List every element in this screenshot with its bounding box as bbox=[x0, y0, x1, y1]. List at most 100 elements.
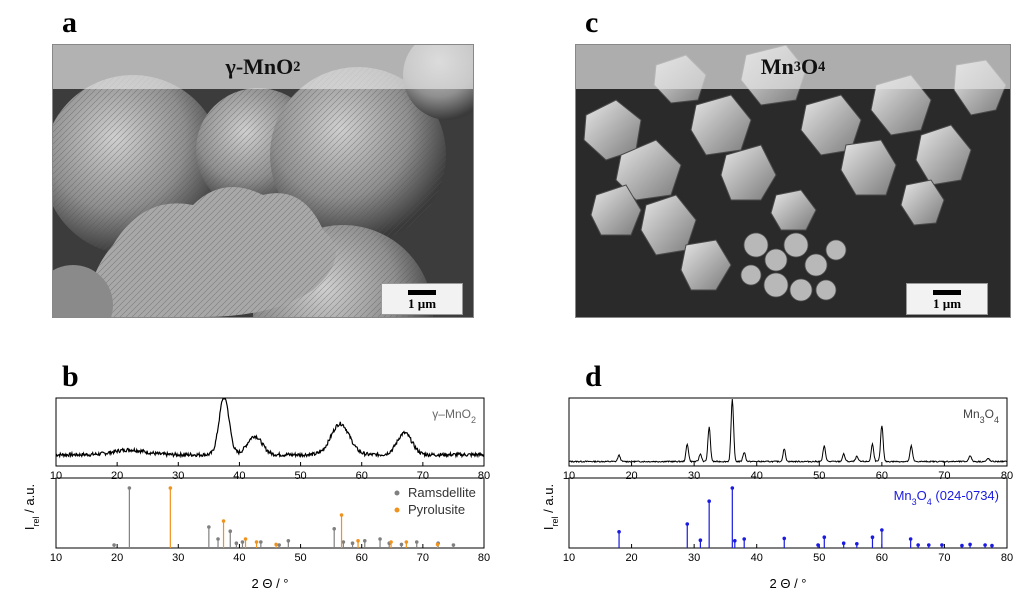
sem-title-subscript: 3 bbox=[793, 58, 801, 75]
reference-stick-marker bbox=[221, 519, 226, 523]
reference-stick-marker bbox=[378, 537, 382, 541]
reference-stick-marker bbox=[389, 540, 393, 544]
reference-stick-marker bbox=[356, 539, 360, 543]
reference-stick-marker bbox=[243, 537, 248, 541]
scale-bar-label: 1 µm bbox=[932, 296, 962, 311]
x-tick-label: 70 bbox=[938, 470, 950, 482]
reference-stick-marker bbox=[983, 543, 987, 547]
reference-label-text: Mn bbox=[894, 488, 912, 503]
x-tick-label: 80 bbox=[1001, 470, 1013, 482]
reference-stick-marker bbox=[216, 537, 220, 541]
reference-stick-marker bbox=[733, 539, 737, 543]
bottom-plot-frame bbox=[568, 477, 1008, 549]
reference-stick-marker bbox=[228, 529, 233, 533]
x-tick-label: 40 bbox=[751, 470, 763, 482]
y-axis-label-units: / a.u. bbox=[22, 484, 37, 517]
reference-sticks bbox=[617, 486, 994, 548]
reference-stick-marker bbox=[855, 542, 859, 546]
x-tick-label: 50 bbox=[813, 470, 825, 482]
x-tick-label: 80 bbox=[478, 470, 490, 482]
reference-stick-marker bbox=[742, 537, 746, 541]
reference-stick-marker bbox=[816, 543, 820, 547]
y-axis-label: Irel / a.u. bbox=[543, 484, 560, 530]
legend-label-ramsdellite: Ramsdellite bbox=[408, 485, 476, 500]
reference-stick-marker bbox=[940, 543, 944, 547]
reference-stick-marker bbox=[339, 513, 344, 517]
bottom-x-axis-ticks: 10 20 30 40 50 60 70 80 bbox=[563, 544, 1013, 564]
reference-stick-marker bbox=[880, 528, 884, 532]
legend-marker-ramsdellite bbox=[394, 490, 400, 496]
x-tick-label: 60 bbox=[356, 552, 368, 564]
y-axis-label-subscript: rel bbox=[31, 516, 41, 526]
reference-stick-marker bbox=[234, 541, 239, 545]
sem-title-subscript: 4 bbox=[818, 58, 826, 75]
x-tick-label: 30 bbox=[688, 470, 700, 482]
x-tick-label: 60 bbox=[876, 470, 888, 482]
legend-marker-pyrolusite bbox=[394, 507, 400, 513]
reference-stick-marker bbox=[435, 542, 440, 547]
x-tick-label: 20 bbox=[625, 470, 637, 482]
reference-stick-marker bbox=[990, 543, 994, 548]
reference-stick-marker bbox=[782, 536, 787, 541]
scale-bar: 1 µm bbox=[906, 283, 988, 315]
x-tick-label: 20 bbox=[111, 552, 123, 564]
reference-stick-marker bbox=[350, 541, 355, 545]
bottom-plot-frame bbox=[55, 477, 485, 549]
sem-title-subscript: 2 bbox=[293, 58, 301, 75]
reference-stick-marker bbox=[259, 540, 263, 544]
x-axis-label: 2 Θ / ° bbox=[252, 576, 289, 591]
x-tick-label: 30 bbox=[688, 552, 700, 564]
series-label-subscript: 3 bbox=[980, 415, 985, 425]
series-label-text: Mn bbox=[963, 407, 980, 421]
x-tick-label: 20 bbox=[625, 552, 637, 564]
reference-stick-marker bbox=[254, 540, 259, 544]
series-label-mn3o4: Mn3O4 bbox=[963, 407, 999, 425]
reference-label-mn3o4: Mn3O4 (024-0734) bbox=[894, 488, 999, 507]
legend-label-pyrolusite: Pyrolusite bbox=[408, 502, 465, 517]
reference-stick-marker bbox=[127, 486, 132, 490]
sem-title-gamma-mno2: γ-MnO 2 bbox=[53, 45, 473, 89]
x-tick-label: 10 bbox=[563, 470, 575, 482]
scale-bar-line bbox=[408, 290, 436, 295]
reference-stick-marker bbox=[277, 543, 281, 547]
scale-bar: 1 µm bbox=[381, 283, 463, 315]
reference-stick-marker bbox=[404, 540, 409, 544]
xrd-pattern-line bbox=[568, 398, 1008, 464]
series-label-gamma-mno2: γ–MnO2 bbox=[432, 407, 476, 425]
reference-stick-marker bbox=[707, 499, 711, 503]
x-tick-label: 70 bbox=[938, 552, 950, 564]
reference-stick-marker bbox=[286, 539, 291, 543]
x-tick-label: 80 bbox=[478, 552, 490, 564]
reference-stick-marker bbox=[399, 542, 404, 547]
reference-label-text: O bbox=[917, 488, 927, 503]
reference-stick-marker bbox=[730, 486, 735, 490]
sem-title-text: O bbox=[800, 54, 819, 79]
x-tick-label: 10 bbox=[50, 470, 62, 482]
x-tick-label: 30 bbox=[172, 470, 184, 482]
x-tick-label: 40 bbox=[751, 552, 763, 564]
x-tick-label: 40 bbox=[233, 552, 245, 564]
x-tick-label: 50 bbox=[294, 552, 306, 564]
x-tick-label: 80 bbox=[1001, 552, 1013, 564]
y-axis-label-text: I bbox=[543, 526, 556, 530]
sem-micrograph bbox=[53, 45, 473, 317]
reference-stick-marker bbox=[698, 538, 703, 542]
reference-stick-marker bbox=[168, 486, 173, 490]
sem-title-mn3o4: Mn 3 O 4 bbox=[576, 45, 1010, 89]
xrd-chart-gamma-mno2: 10 20 30 40 50 60 70 80 10 20 30 40 50 60 70 80 γ–MnO2… bbox=[22, 397, 490, 591]
reference-stick-marker bbox=[870, 535, 875, 539]
reference-stick-marker bbox=[822, 535, 827, 539]
xrd-pattern-line bbox=[55, 398, 485, 459]
x-tick-label: 30 bbox=[172, 552, 184, 564]
series-label-subscript: 4 bbox=[994, 415, 999, 425]
reference-sticks bbox=[112, 486, 456, 548]
reference-stick-marker bbox=[274, 542, 278, 547]
panel-letter-b: b bbox=[62, 360, 79, 393]
scale-bar-label: 1 µm bbox=[407, 296, 437, 311]
reference-stick-marker bbox=[240, 540, 245, 544]
top-x-axis-ticks: 10 20 30 40 50 60 70 80 bbox=[563, 462, 1013, 482]
reference-stick-marker bbox=[617, 530, 621, 534]
reference-stick-marker bbox=[362, 539, 367, 543]
x-tick-label: 40 bbox=[233, 470, 245, 482]
series-label-subscript: 2 bbox=[471, 415, 476, 425]
